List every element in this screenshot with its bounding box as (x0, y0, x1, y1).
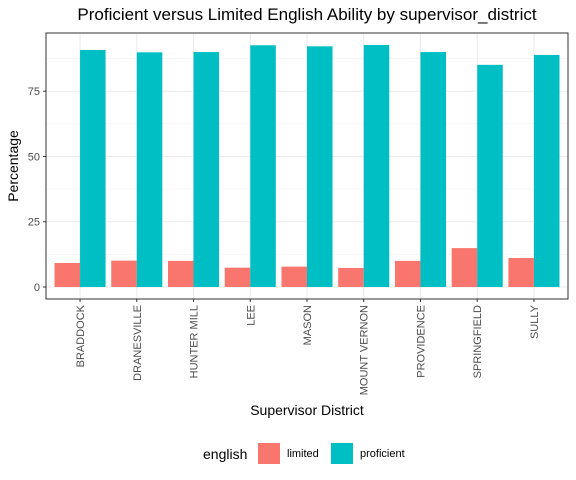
bar-limited-sully (508, 258, 534, 287)
y-tick-label: 0 (34, 282, 40, 294)
legend-label-proficient: proficient (360, 448, 405, 460)
bar-proficient-mason (307, 46, 333, 287)
x-tick-label: BRADDOCK (75, 304, 87, 367)
y-tick-label: 25 (28, 217, 40, 229)
bar-proficient-lee (250, 45, 276, 287)
x-axis: BRADDOCK DRANESVILLE HUNTER MILL LEE MASON MO… (75, 299, 541, 395)
x-tick-label: LEE (245, 305, 257, 326)
x-tick-label: PROVIDENCE (415, 305, 427, 378)
bar-proficient-sully (533, 54, 560, 287)
bar-proficient-dranesville (136, 52, 163, 287)
bar-proficient-mount-vernon (363, 45, 390, 287)
y-tick-label: 75 (28, 86, 40, 98)
legend-swatch-proficient (331, 443, 353, 464)
legend-swatch-limited (258, 443, 280, 464)
bar-limited-dranesville (111, 260, 137, 287)
legend: english limited proficient (203, 443, 405, 464)
bar-proficient-hunter-mill (193, 52, 220, 287)
x-axis-title: Supervisor District (250, 402, 364, 418)
bar-limited-lee (224, 267, 251, 287)
y-axis-title: Percentage (5, 130, 21, 202)
chart-title: Proficient versus Limited English Abilit… (77, 5, 536, 24)
bar-limited-braddock (54, 262, 81, 287)
y-axis: 0 25 50 75 (28, 86, 46, 294)
x-tick-label: MOUNT VERNON (359, 305, 371, 395)
bar-limited-providence (394, 260, 421, 287)
x-tick-label: MASON (302, 305, 314, 345)
x-tick-label: SULLY (529, 304, 541, 339)
bar-limited-springfield (451, 248, 478, 287)
x-tick-label: HUNTER MILL (189, 305, 201, 378)
bar-proficient-springfield (477, 64, 503, 287)
bar-limited-mount-vernon (338, 267, 364, 287)
bar-limited-mason (281, 266, 307, 287)
bars-layer (54, 45, 560, 287)
bar-proficient-providence (420, 52, 447, 287)
bar-limited-hunter-mill (167, 260, 194, 287)
x-tick-label: DRANESVILLE (132, 305, 144, 381)
legend-label-limited: limited (287, 448, 319, 460)
x-tick-label: SPRINGFIELD (472, 305, 484, 378)
bar-proficient-braddock (80, 49, 106, 287)
y-tick-label: 50 (28, 151, 40, 163)
legend-title: english (203, 446, 247, 462)
